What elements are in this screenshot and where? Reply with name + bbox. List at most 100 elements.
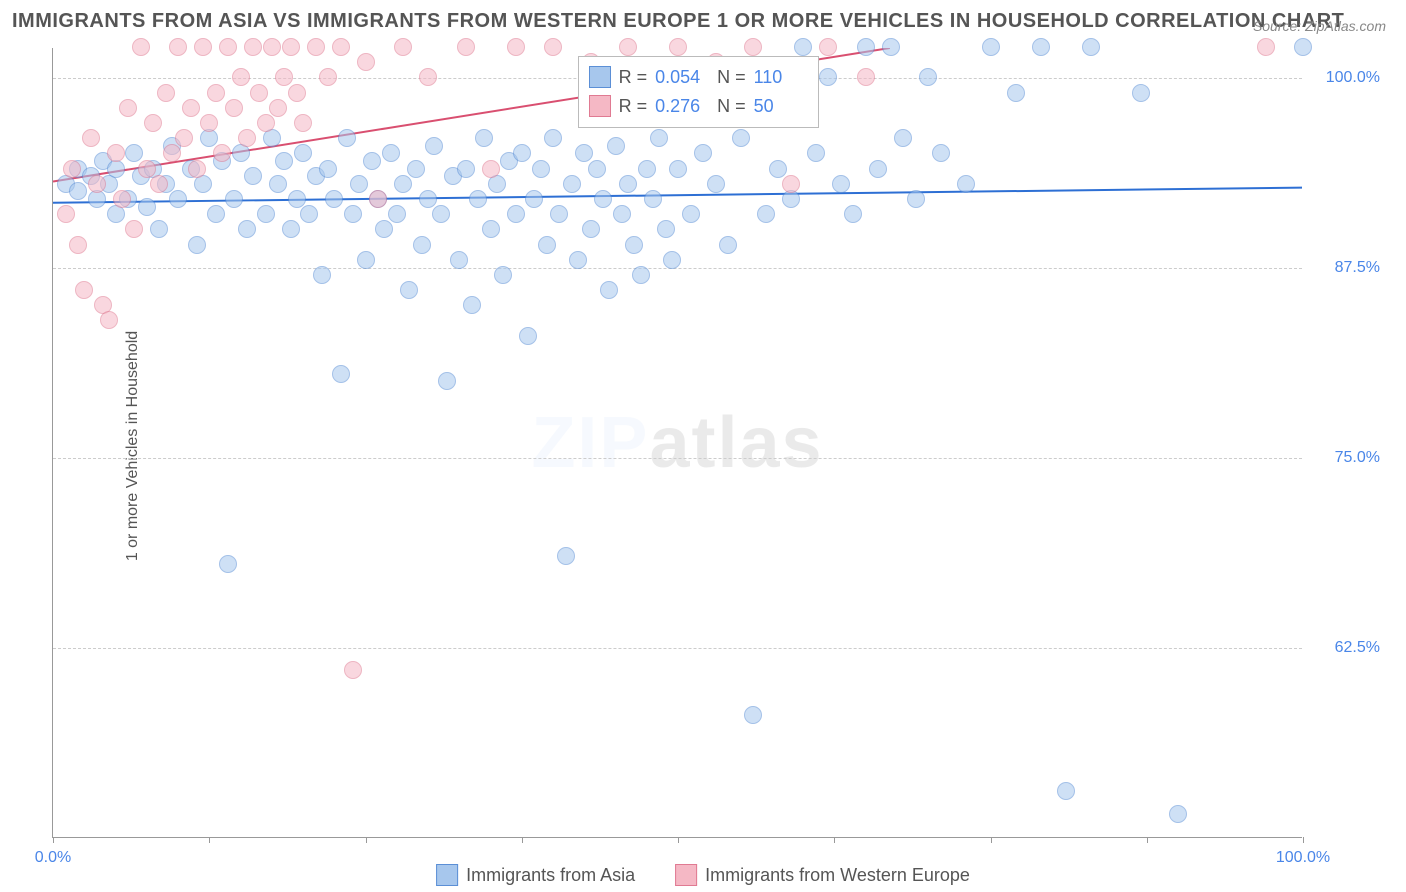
x-tick: [678, 837, 679, 843]
y-tick-label: 62.5%: [1335, 639, 1380, 657]
scatter-point: [607, 137, 625, 155]
scatter-point: [438, 372, 456, 390]
scatter-point: [575, 144, 593, 162]
scatter-point: [457, 38, 475, 56]
gridline: [53, 648, 1302, 649]
scatter-point: [69, 182, 87, 200]
scatter-point: [188, 160, 206, 178]
n-label: N =: [717, 92, 746, 121]
scatter-point: [207, 84, 225, 102]
scatter-point: [244, 167, 262, 185]
scatter-point: [288, 84, 306, 102]
scatter-point: [288, 190, 306, 208]
scatter-point: [613, 205, 631, 223]
scatter-point: [457, 160, 475, 178]
scatter-point: [332, 365, 350, 383]
scatter-point: [319, 160, 337, 178]
scatter-point: [919, 68, 937, 86]
scatter-point: [619, 38, 637, 56]
scatter-point: [244, 38, 262, 56]
scatter-point: [69, 236, 87, 254]
scatter-point: [263, 38, 281, 56]
scatter-point: [638, 160, 656, 178]
scatter-point: [1294, 38, 1312, 56]
scatter-point: [982, 38, 1000, 56]
scatter-point: [694, 144, 712, 162]
scatter-point: [769, 160, 787, 178]
scatter-point: [150, 220, 168, 238]
scatter-point: [932, 144, 950, 162]
scatter-point: [632, 266, 650, 284]
scatter-point: [382, 144, 400, 162]
plot-area: ZIPatlas 62.5%75.0%87.5%100.0%0.0%100.0%…: [52, 48, 1302, 838]
legend-label: Immigrants from Western Europe: [705, 865, 970, 886]
scatter-point: [669, 38, 687, 56]
scatter-point: [425, 137, 443, 155]
gridline: [53, 458, 1302, 459]
scatter-point: [1082, 38, 1100, 56]
scatter-point: [219, 555, 237, 573]
x-tick: [522, 837, 523, 843]
legend-item: Immigrants from Western Europe: [675, 864, 970, 886]
scatter-point: [957, 175, 975, 193]
scatter-point: [532, 160, 550, 178]
scatter-point: [507, 205, 525, 223]
scatter-point: [282, 38, 300, 56]
x-tick: [1147, 837, 1148, 843]
scatter-point: [544, 38, 562, 56]
scatter-point: [494, 266, 512, 284]
scatter-point: [682, 205, 700, 223]
scatter-point: [119, 99, 137, 117]
scatter-point: [882, 38, 900, 56]
scatter-point: [194, 38, 212, 56]
scatter-point: [1132, 84, 1150, 102]
r-label: R =: [619, 92, 648, 121]
scatter-point: [594, 190, 612, 208]
scatter-point: [357, 53, 375, 71]
x-tick: [209, 837, 210, 843]
scatter-point: [394, 175, 412, 193]
scatter-point: [344, 661, 362, 679]
scatter-point: [388, 205, 406, 223]
y-tick-label: 87.5%: [1335, 259, 1380, 277]
scatter-point: [294, 144, 312, 162]
scatter-point: [669, 160, 687, 178]
scatter-point: [744, 38, 762, 56]
scatter-point: [582, 220, 600, 238]
scatter-point: [419, 68, 437, 86]
scatter-point: [57, 205, 75, 223]
x-tick: [53, 837, 54, 843]
scatter-point: [325, 190, 343, 208]
scatter-point: [150, 175, 168, 193]
scatter-point: [63, 160, 81, 178]
scatter-point: [538, 236, 556, 254]
legend-label: Immigrants from Asia: [466, 865, 635, 886]
scatter-point: [419, 190, 437, 208]
watermark-atlas: atlas: [649, 403, 823, 483]
scatter-point: [138, 198, 156, 216]
scatter-point: [332, 38, 350, 56]
x-tick-label: 100.0%: [1276, 849, 1330, 867]
scatter-point: [225, 99, 243, 117]
scatter-point: [250, 84, 268, 102]
legend-swatch: [675, 864, 697, 886]
scatter-point: [219, 38, 237, 56]
scatter-point: [569, 251, 587, 269]
series-legend: Immigrants from Asia Immigrants from West…: [436, 864, 970, 886]
scatter-point: [188, 236, 206, 254]
scatter-point: [294, 114, 312, 132]
scatter-point: [363, 152, 381, 170]
scatter-point: [169, 38, 187, 56]
n-value: 50: [754, 92, 808, 121]
x-tick-label: 0.0%: [35, 849, 71, 867]
scatter-point: [644, 190, 662, 208]
scatter-point: [1032, 38, 1050, 56]
x-tick: [366, 837, 367, 843]
scatter-point: [238, 220, 256, 238]
r-value: 0.054: [655, 63, 709, 92]
scatter-point: [550, 205, 568, 223]
scatter-point: [619, 175, 637, 193]
scatter-point: [857, 68, 875, 86]
r-label: R =: [619, 63, 648, 92]
gridline: [53, 268, 1302, 269]
